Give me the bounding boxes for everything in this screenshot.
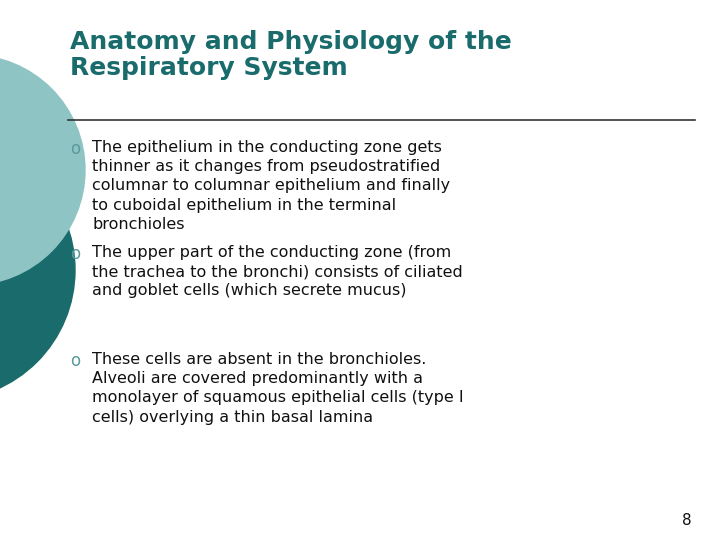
Circle shape <box>0 140 75 400</box>
Text: o: o <box>70 245 80 263</box>
Text: The upper part of the conducting zone (from
the trachea to the bronchi) consists: The upper part of the conducting zone (f… <box>92 245 463 299</box>
Text: These cells are absent in the bronchioles.
Alveoli are covered predominantly wit: These cells are absent in the bronchiole… <box>92 352 464 424</box>
Text: 8: 8 <box>683 513 692 528</box>
Text: o: o <box>70 140 80 158</box>
Text: o: o <box>70 352 80 370</box>
Text: The epithelium in the conducting zone gets
thinner as it changes from pseudostra: The epithelium in the conducting zone ge… <box>92 140 450 232</box>
Text: Respiratory System: Respiratory System <box>70 56 348 80</box>
Text: Anatomy and Physiology of the: Anatomy and Physiology of the <box>70 30 512 54</box>
Circle shape <box>0 55 85 285</box>
